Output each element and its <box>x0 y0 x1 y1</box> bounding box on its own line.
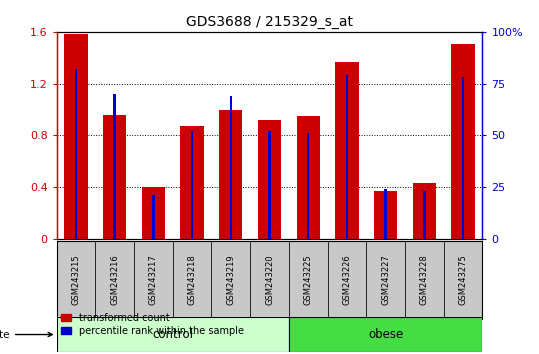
Bar <box>172 241 211 319</box>
Bar <box>64 34 87 239</box>
Text: GSM243226: GSM243226 <box>342 254 351 305</box>
Text: GSM243227: GSM243227 <box>381 254 390 305</box>
Text: GSM243217: GSM243217 <box>149 254 158 305</box>
Bar <box>289 241 328 319</box>
Text: disease state: disease state <box>0 330 52 339</box>
Text: control: control <box>152 328 193 341</box>
Text: GSM243228: GSM243228 <box>420 254 429 305</box>
Bar <box>250 241 289 319</box>
Bar <box>345 75 348 239</box>
Text: obese: obese <box>368 328 403 341</box>
Text: GSM243225: GSM243225 <box>303 254 313 305</box>
Bar <box>57 241 95 319</box>
Bar <box>211 241 250 319</box>
Bar <box>75 69 77 239</box>
Bar <box>134 241 172 319</box>
Bar <box>452 44 475 239</box>
Bar <box>374 191 397 239</box>
Bar <box>423 191 425 239</box>
Bar <box>367 241 405 319</box>
Bar <box>335 62 358 239</box>
Legend: transformed count, percentile rank within the sample: transformed count, percentile rank withi… <box>61 313 244 336</box>
Bar <box>405 241 444 319</box>
Bar <box>219 109 243 239</box>
Text: GSM243275: GSM243275 <box>459 254 467 305</box>
Bar <box>413 183 436 239</box>
Title: GDS3688 / 215329_s_at: GDS3688 / 215329_s_at <box>186 16 353 29</box>
Text: GSM243216: GSM243216 <box>110 254 119 305</box>
Bar <box>230 96 232 239</box>
Text: GSM243215: GSM243215 <box>72 254 80 305</box>
Bar <box>142 187 165 239</box>
Text: GSM243218: GSM243218 <box>188 254 197 305</box>
Bar <box>384 189 387 239</box>
Bar <box>57 317 289 352</box>
Bar <box>289 317 482 352</box>
Bar <box>152 195 155 239</box>
Bar <box>114 94 116 239</box>
Bar <box>181 126 204 239</box>
Bar <box>103 115 126 239</box>
Bar <box>444 241 482 319</box>
Bar <box>296 116 320 239</box>
Bar <box>462 78 464 239</box>
Bar <box>328 241 367 319</box>
Text: GSM243220: GSM243220 <box>265 254 274 305</box>
Bar <box>258 120 281 239</box>
Text: GSM243219: GSM243219 <box>226 254 236 305</box>
Bar <box>307 133 309 239</box>
Bar <box>268 131 271 239</box>
Bar <box>95 241 134 319</box>
Bar <box>191 131 194 239</box>
